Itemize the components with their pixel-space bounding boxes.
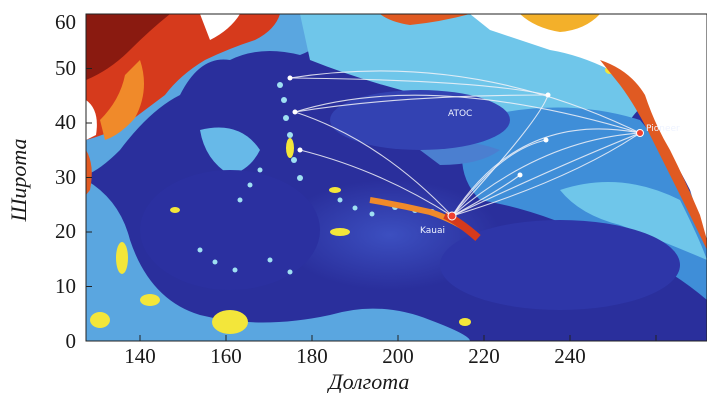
y-axis-title: Широта	[6, 138, 31, 222]
island-chains	[197, 82, 435, 275]
station-markers	[287, 75, 644, 221]
x-tick-label: 220	[468, 344, 500, 368]
x-tick-label: 200	[382, 344, 414, 368]
pioneer-source-marker	[636, 129, 644, 137]
y-tick-label: 50	[55, 56, 76, 80]
y-tick-label: 20	[55, 219, 76, 243]
x-axis: 140 160 180 200 220 240	[124, 335, 657, 368]
atoc-label: ATOC	[448, 109, 472, 119]
receiver-marker	[287, 75, 293, 81]
kauai-source-marker	[447, 211, 457, 221]
pioneer-label: Pioneer	[646, 124, 680, 134]
acoustic-routes	[289, 70, 641, 217]
y-tick-label: 30	[55, 165, 76, 189]
x-tick-label: 180	[296, 344, 328, 368]
y-tick-label: 40	[55, 110, 76, 134]
kauai-label: Kauai	[420, 226, 445, 236]
y-axis: 60 50 40 30 20 10 0	[55, 10, 92, 353]
x-axis-title: Долгота	[327, 369, 410, 393]
shallow-features	[90, 66, 615, 334]
receiver-marker	[292, 109, 298, 115]
deep-basins	[140, 90, 680, 310]
y-tick-label: 60	[55, 10, 76, 34]
x-tick-label: 140	[124, 344, 156, 368]
x-tick-label: 160	[210, 344, 242, 368]
north-america-landmass	[380, 14, 707, 250]
receiver-marker	[517, 172, 523, 178]
receiver-marker	[297, 147, 303, 153]
receiver-marker	[543, 137, 549, 143]
x-tick-label: 240	[554, 344, 586, 368]
map-area: ATOC Pioneer Kauai	[86, 14, 707, 341]
y-tick-label: 0	[66, 329, 77, 353]
asia-landmass	[86, 14, 280, 195]
receiver-marker	[545, 92, 551, 98]
y-tick-label: 10	[55, 274, 76, 298]
